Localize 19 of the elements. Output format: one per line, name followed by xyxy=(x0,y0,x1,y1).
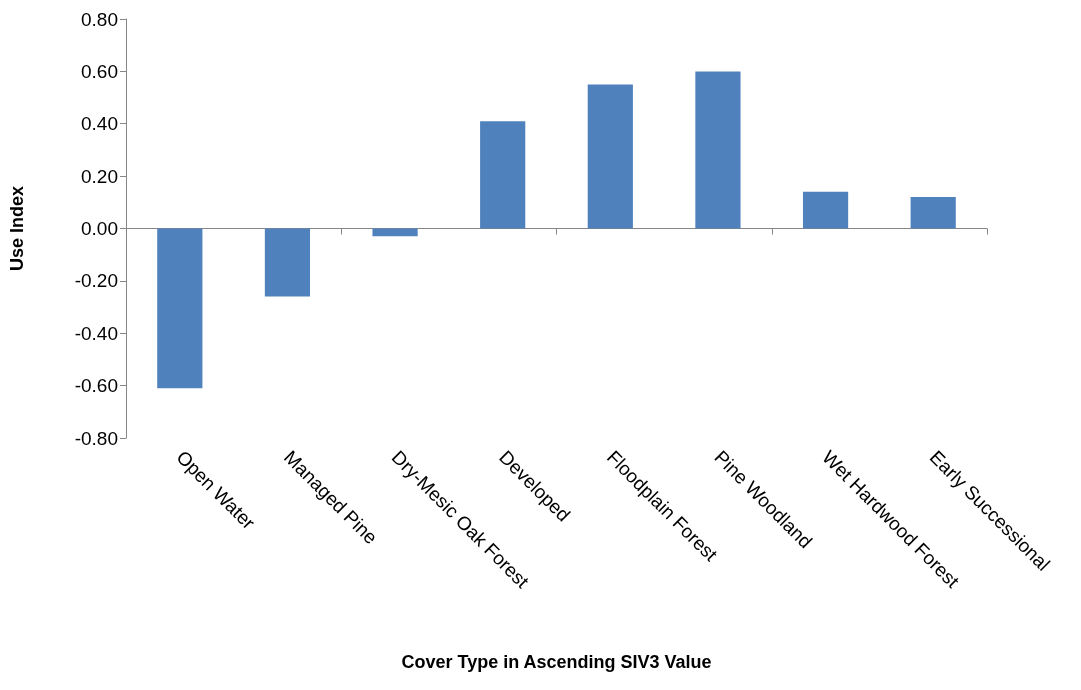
bar xyxy=(157,228,203,389)
y-tick-label: -0.80 xyxy=(74,427,118,449)
y-tick-label: 0.00 xyxy=(81,218,118,239)
bar xyxy=(264,228,311,297)
bar xyxy=(695,71,741,229)
y-tick-label: -0.20 xyxy=(74,270,118,292)
y-tick-label: -0.60 xyxy=(74,375,118,397)
x-axis-title: Cover Type in Ascending SIV3 Value xyxy=(401,652,712,672)
y-axis-title: Use Index xyxy=(7,185,27,272)
y-tick-label: -0.40 xyxy=(74,322,118,344)
y-tick-label: 0.60 xyxy=(81,60,118,82)
bar xyxy=(372,228,418,237)
y-tick-label: 0.40 xyxy=(81,113,118,135)
y-tick-label: 0.80 xyxy=(81,8,118,30)
y-tick-label: 0.20 xyxy=(81,165,118,187)
bar xyxy=(587,84,633,229)
bar xyxy=(910,197,956,229)
bar xyxy=(802,191,849,229)
bar xyxy=(480,121,526,229)
